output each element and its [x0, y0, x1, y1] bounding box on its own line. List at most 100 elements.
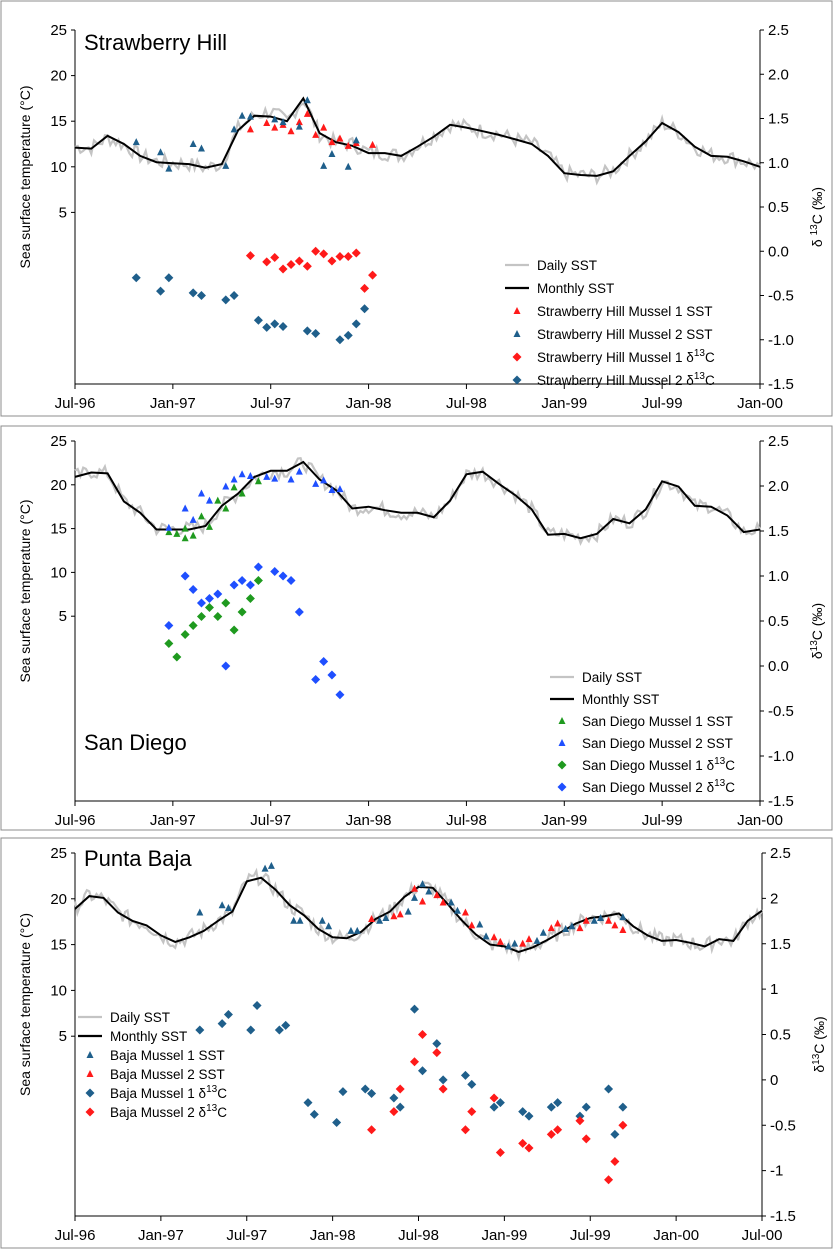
point-baja-mussel-1-sst: [267, 861, 275, 869]
right-tick-label: 1: [770, 981, 778, 998]
legend-label: Strawberry Hill Mussel 1 δ13C: [537, 348, 715, 365]
point-strawberry-hill-mussel-1-13c: [294, 256, 304, 266]
point-strawberry-hill-mussel-1-sst: [287, 127, 295, 135]
point-baja-mussel-2-sst: [582, 916, 590, 924]
point-san-diego-mussel-1-13c: [172, 652, 182, 662]
point-baja-mussel-1-13c: [309, 1109, 319, 1119]
right-tick-label: 0.5: [770, 1027, 791, 1044]
point-san-diego-mussel-1-13c: [204, 603, 214, 612]
point-baja-mussel-1-13c: [338, 1087, 348, 1097]
point-strawberry-hill-mussel-1-sst: [336, 134, 344, 142]
point-baja-mussel-2-13c: [553, 1125, 563, 1135]
point-baja-mussel-1-13c: [332, 1118, 342, 1128]
point-baja-mussel-2-13c: [395, 1084, 405, 1094]
point-strawberry-hill-mussel-2-sst: [230, 125, 238, 133]
right-tick-label: 1.0: [768, 155, 789, 172]
point-san-diego-mussel-2-13c: [196, 598, 206, 608]
right-tick-label: -0.5: [768, 288, 794, 305]
point-baja-mussel-1-sst: [261, 864, 269, 872]
point-strawberry-hill-mussel-2-13c: [164, 273, 174, 283]
point-baja-mussel-2-sst: [439, 898, 447, 906]
point-strawberry-hill-mussel-1-13c: [327, 256, 337, 266]
point-san-diego-mussel-1-sst: [205, 522, 213, 530]
point-baja-mussel-2-13c: [389, 1107, 399, 1117]
point-strawberry-hill-mussel-1-sst: [303, 109, 311, 117]
point-san-diego-mussel-2-sst: [238, 470, 246, 478]
x-tick-label: Jan-99: [541, 812, 587, 829]
x-tick-label: Jul-99: [642, 395, 683, 412]
point-baja-mussel-1-sst: [382, 914, 390, 922]
point-san-diego-mussel-2-sst: [246, 472, 254, 480]
point-baja-mussel-2-13c: [604, 1175, 614, 1185]
point-baja-mussel-1-sst: [419, 880, 426, 888]
legend-swatch-diamond: [85, 1107, 95, 1117]
left-tick-label: 10: [50, 564, 67, 581]
point-strawberry-hill-mussel-2-13c: [343, 330, 353, 340]
point-san-diego-mussel-2-13c: [286, 576, 296, 585]
point-san-diego-mussel-1-13c: [213, 612, 223, 621]
point-san-diego-mussel-2-13c: [164, 621, 174, 630]
point-san-diego-mussel-1-sst: [181, 534, 189, 542]
point-san-diego-mussel-2-13c: [278, 571, 288, 581]
right-tick-label: -1.5: [768, 376, 794, 393]
point-san-diego-mussel-2-13c: [188, 585, 198, 594]
panel-san-diego: 5 10 15 20 25 -1.5 -1.0 -0.5 0.0 0.5 1.0 1.5 2.0 2.5 J…: [0, 425, 833, 831]
right-tick-label: 1.5: [768, 111, 789, 128]
point-baja-mussel-1-13c: [610, 1129, 620, 1139]
point-san-diego-mussel-1-sst: [214, 496, 222, 504]
point-baja-mussel-1-13c: [575, 1111, 585, 1121]
legend-label: Baja Mussel 1 SST: [110, 1048, 225, 1063]
right-axis-title-sup: 13: [811, 1053, 822, 1065]
panel-punta-baja: 5 10 15 20 25 -1.5 -1 -0.5 0 0.5 1 1.5 2 2.5 Jul-96 Jan…: [0, 837, 833, 1249]
right-tick-label: 0.5: [768, 199, 789, 216]
legend-label-text: Strawberry Hill Mussel 2 δ: [537, 373, 694, 388]
x-tick-label: Jan-00: [653, 1227, 699, 1244]
point-san-diego-mussel-2-13c: [319, 657, 329, 666]
series-line-monthly-sst: [74, 460, 761, 540]
point-strawberry-hill-mussel-1-13c: [319, 249, 329, 259]
point-strawberry-hill-mussel-2-13c: [253, 315, 263, 325]
point-san-diego-mussel-2-13c: [270, 567, 280, 576]
point-baja-mussel-2-13c: [575, 1116, 585, 1126]
series-line-monthly-sst: [74, 96, 761, 177]
x-tick-label: Jul-00: [742, 1227, 783, 1244]
point-baja-mussel-1-13c: [195, 1025, 205, 1035]
point-san-diego-mussel-1-sst: [181, 524, 189, 532]
x-tick-label: Jul-98: [446, 395, 487, 412]
point-strawberry-hill-mussel-2-sst: [222, 161, 230, 169]
point-san-diego-mussel-2-sst: [165, 523, 173, 531]
point-strawberry-hill-mussel-2-sst: [352, 136, 360, 144]
left-tick-label: 20: [50, 477, 67, 494]
point-baja-mussel-1-13c: [217, 1019, 227, 1029]
point-baja-mussel-1-13c: [367, 1088, 377, 1098]
point-baja-mussel-1-13c: [432, 1039, 442, 1049]
point-san-diego-mussel-2-sst: [312, 479, 320, 487]
point-strawberry-hill-mussel-2-sst: [246, 112, 254, 120]
left-tick-label: 15: [50, 937, 67, 954]
point-strawberry-hill-mussel-1-sst: [271, 123, 279, 131]
point-strawberry-hill-mussel-1-sst: [295, 118, 303, 126]
point-baja-mussel-2-13c: [367, 1125, 377, 1135]
point-san-diego-mussel-2-sst: [320, 476, 328, 484]
point-baja-mussel-1-sst: [482, 932, 490, 940]
panel-title: Strawberry Hill: [84, 30, 227, 55]
point-strawberry-hill-mussel-2-13c: [278, 321, 288, 331]
legend-label-sup: 13: [714, 778, 726, 789]
point-baja-mussel-1-sst: [619, 913, 627, 921]
legend-label-text: Strawberry Hill Mussel 1 SST: [537, 304, 713, 319]
point-baja-mussel-2-13c: [410, 1057, 419, 1067]
point-baja-mussel-2-sst: [525, 935, 533, 943]
point-baja-mussel-2-sst: [496, 937, 504, 945]
x-tick-label: Jan-00: [737, 812, 783, 829]
point-strawberry-hill-mussel-1-13c: [302, 261, 312, 271]
legend-label-tail: C: [705, 350, 715, 365]
point-baja-mussel-2-13c: [524, 1143, 534, 1153]
point-baja-mussel-2-sst: [547, 924, 555, 932]
point-san-diego-mussel-2-13c: [294, 607, 304, 617]
point-baja-mussel-1-13c: [410, 1004, 419, 1014]
point-baja-mussel-2-13c: [518, 1138, 528, 1148]
point-baja-mussel-1-sst: [533, 936, 541, 944]
legend-label-tail: C: [217, 1105, 227, 1120]
right-axis-title-suffix: C (‰): [809, 603, 825, 640]
right-axis-title: δ 13C (‰): [809, 187, 825, 247]
